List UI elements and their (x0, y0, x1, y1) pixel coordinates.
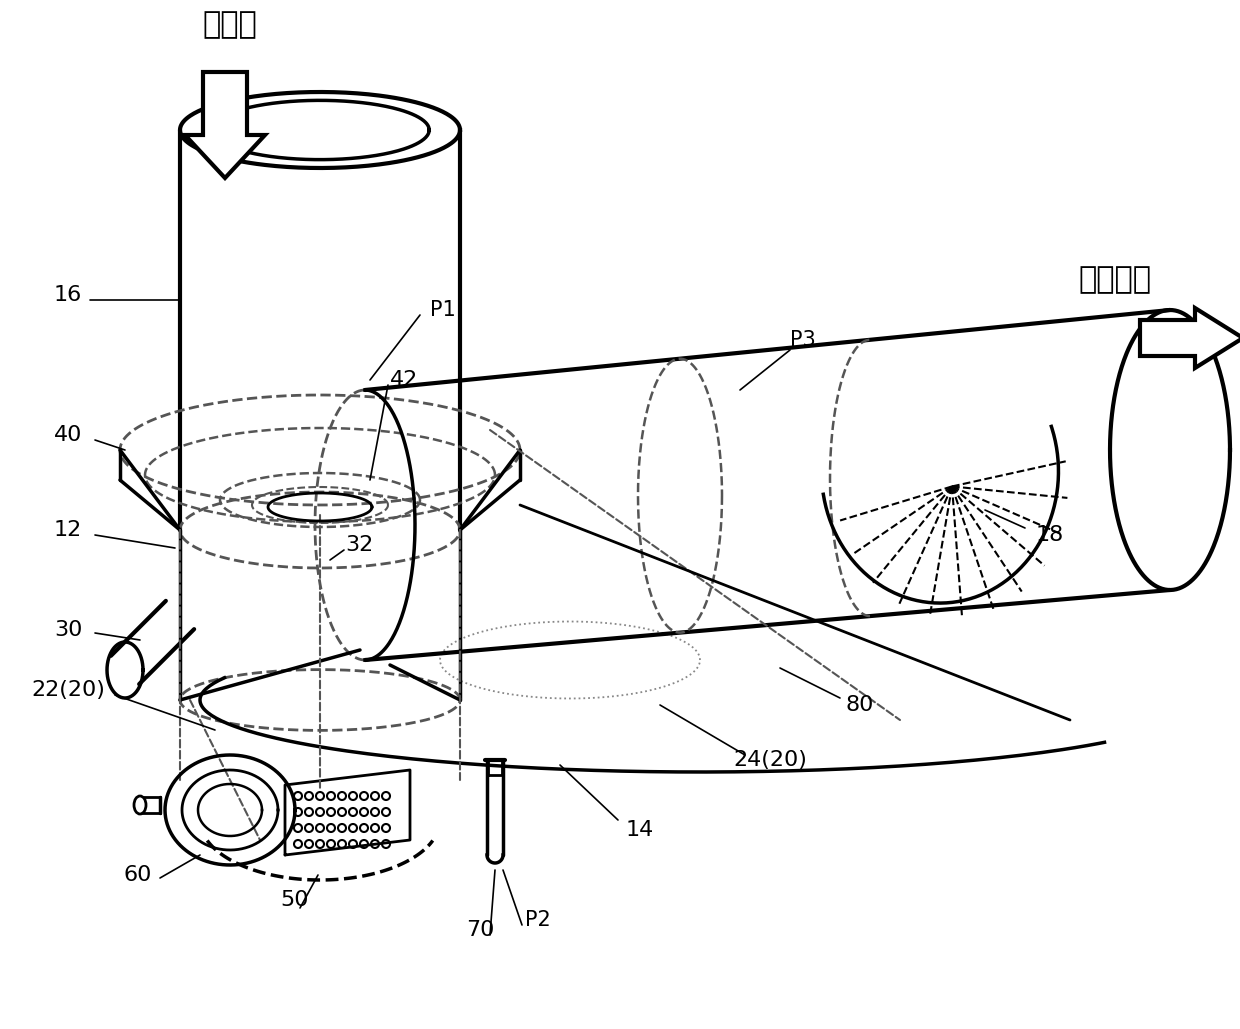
Text: 32: 32 (345, 535, 373, 555)
Text: 50: 50 (280, 890, 309, 910)
Text: 42: 42 (391, 370, 418, 390)
Text: P3: P3 (790, 330, 816, 350)
Text: 24(20): 24(20) (733, 750, 807, 770)
Text: 14: 14 (626, 820, 655, 840)
Text: 22(20): 22(20) (31, 680, 105, 700)
Text: 18: 18 (1035, 525, 1064, 545)
Text: 80: 80 (846, 695, 874, 715)
Text: 废气流: 废气流 (202, 10, 258, 39)
Text: P1: P1 (430, 300, 456, 320)
Text: 向反应器: 向反应器 (1079, 265, 1152, 294)
Text: 30: 30 (53, 620, 82, 640)
Text: 60: 60 (124, 865, 153, 885)
Text: 12: 12 (53, 520, 82, 540)
Text: 16: 16 (53, 285, 82, 305)
Text: 40: 40 (53, 425, 82, 445)
Polygon shape (1140, 308, 1240, 368)
Text: P2: P2 (525, 910, 551, 930)
Polygon shape (185, 72, 265, 178)
Ellipse shape (134, 796, 146, 814)
Text: 70: 70 (466, 920, 495, 941)
